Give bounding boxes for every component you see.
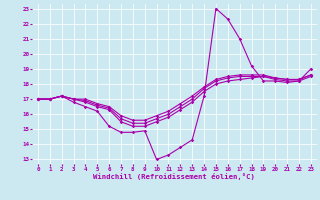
X-axis label: Windchill (Refroidissement éolien,°C): Windchill (Refroidissement éolien,°C) bbox=[93, 173, 255, 180]
